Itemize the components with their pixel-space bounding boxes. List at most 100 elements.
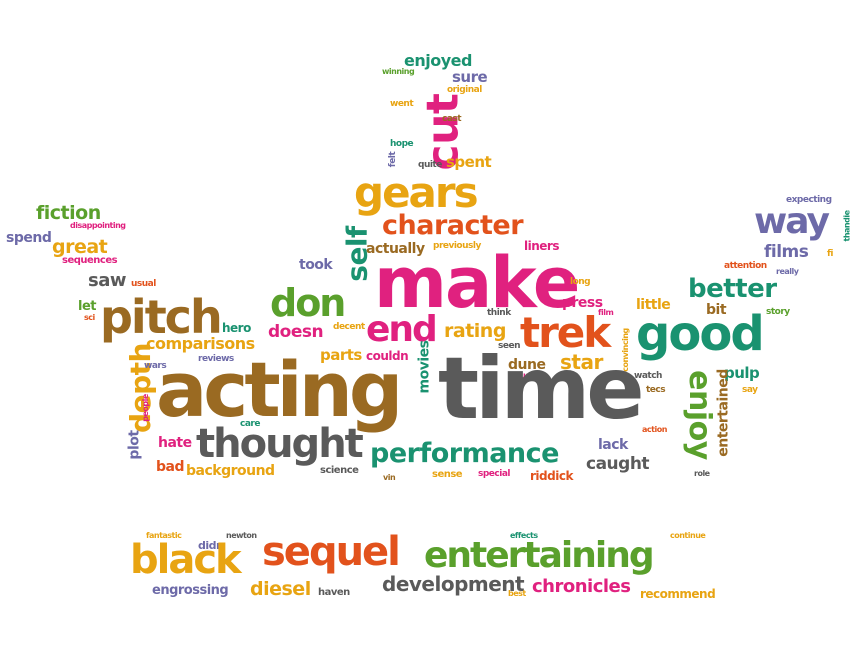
word-caught: caught: [586, 454, 650, 474]
word-effects: effects: [510, 531, 538, 540]
word-usual: usual: [131, 279, 156, 289]
word-special: special: [478, 469, 510, 479]
word-haven: haven: [318, 587, 350, 598]
word-long: long: [570, 277, 591, 287]
word-people: people: [140, 394, 150, 422]
word-parts: parts: [320, 346, 362, 364]
word-star: star: [560, 350, 603, 374]
word-time: time: [438, 339, 645, 439]
word-comparisons: comparisons: [146, 334, 255, 353]
word-film: film: [598, 308, 614, 317]
word-end: end: [366, 309, 438, 350]
word-hero: hero: [222, 321, 251, 335]
word-acting: acting: [156, 345, 403, 434]
word-trek: trek: [520, 308, 611, 357]
word-cast: cast: [442, 114, 462, 124]
word-attention: attention: [724, 261, 767, 271]
word-entertaining: entertaining: [424, 535, 655, 576]
word-disappointing: disappointing: [70, 221, 126, 230]
word-seen: seen: [498, 341, 520, 351]
word-performance: performance: [370, 438, 559, 469]
word-science: science: [320, 465, 359, 476]
word-doesn: doesn: [268, 322, 324, 342]
word-recommend: recommend: [640, 587, 716, 601]
word-plot: plot: [126, 430, 143, 460]
word-liners: liners: [524, 239, 559, 253]
word-think: think: [487, 308, 511, 318]
word-lack: lack: [598, 437, 628, 453]
word-sci: sci: [84, 313, 95, 322]
word-spend: spend: [6, 230, 52, 246]
word-care: care: [240, 419, 260, 429]
word-development: development: [382, 572, 525, 596]
word-fiction: fiction: [36, 202, 101, 224]
word-sure: sure: [452, 68, 488, 86]
word-role: role: [694, 469, 710, 478]
word-expecting: expecting: [786, 195, 832, 205]
word-chronicles: chronicles: [532, 576, 631, 597]
word-rating: rating: [444, 320, 506, 342]
word-don: don: [270, 281, 346, 325]
word-way: way: [754, 201, 830, 242]
word-engrossing: engrossing: [152, 583, 229, 598]
word-best: best: [508, 589, 526, 598]
word-thought: thought: [196, 421, 364, 467]
word-gears: gears: [354, 168, 479, 217]
word-hate: hate: [158, 435, 192, 451]
word-use: use: [520, 371, 535, 380]
word-newton: newton: [226, 531, 257, 540]
word-movies: movies: [416, 340, 433, 394]
word-good: good: [636, 306, 765, 362]
word-say: say: [742, 385, 758, 395]
word-action: action: [642, 425, 667, 434]
word-sequel: sequel: [262, 529, 401, 575]
word-didn: didn: [198, 539, 224, 552]
word-diesel: diesel: [250, 578, 311, 600]
word-watch: watch: [634, 371, 662, 381]
word-fi: fi: [827, 249, 834, 259]
word-continue: continue: [670, 531, 706, 540]
word-wars: wars: [144, 361, 167, 371]
word-character: character: [382, 210, 524, 241]
word-let: let: [78, 299, 97, 314]
word-background: background: [186, 463, 275, 479]
word-better: better: [688, 274, 777, 304]
word-reviews: reviews: [198, 354, 234, 364]
word-sense: sense: [432, 469, 463, 480]
word-spent: spent: [446, 153, 492, 171]
word-tecs: tecs: [646, 385, 666, 395]
word-decent: decent: [333, 322, 365, 332]
word-little: little: [636, 297, 671, 313]
word-quite: quite: [418, 160, 442, 170]
word-riddick: riddick: [530, 469, 573, 483]
word-films: films: [764, 242, 809, 262]
word-pulp: pulp: [724, 364, 760, 382]
word-bad: bad: [156, 459, 185, 475]
word-entertained: entertained: [715, 369, 732, 457]
word-make: make: [374, 242, 580, 324]
word-couldn: couldn: [366, 349, 409, 363]
word-fantastic: fantastic: [146, 531, 182, 540]
word-really: really: [776, 267, 799, 276]
word-thandie: thandie: [842, 210, 852, 242]
word-sequences: sequences: [62, 255, 118, 266]
word-winning: winning: [382, 67, 415, 76]
word-went: went: [390, 99, 414, 109]
word-actually: actually: [366, 241, 425, 257]
word-black: black: [130, 537, 242, 583]
word-previously: previously: [433, 241, 481, 251]
word-hope: hope: [390, 139, 414, 149]
word-enjoy: enjoy: [681, 370, 717, 460]
word-enjoyed: enjoyed: [404, 51, 472, 70]
word-dune: dune: [508, 357, 546, 373]
word-great: great: [52, 236, 108, 258]
word-took: took: [299, 257, 333, 273]
word-felt: felt: [388, 151, 399, 168]
word-vin: vin: [383, 473, 396, 482]
word-story: story: [766, 307, 790, 317]
word-pitch: pitch: [100, 290, 223, 344]
word-bit: bit: [706, 302, 727, 318]
word-original: original: [447, 85, 482, 95]
word-press: press: [562, 295, 603, 311]
